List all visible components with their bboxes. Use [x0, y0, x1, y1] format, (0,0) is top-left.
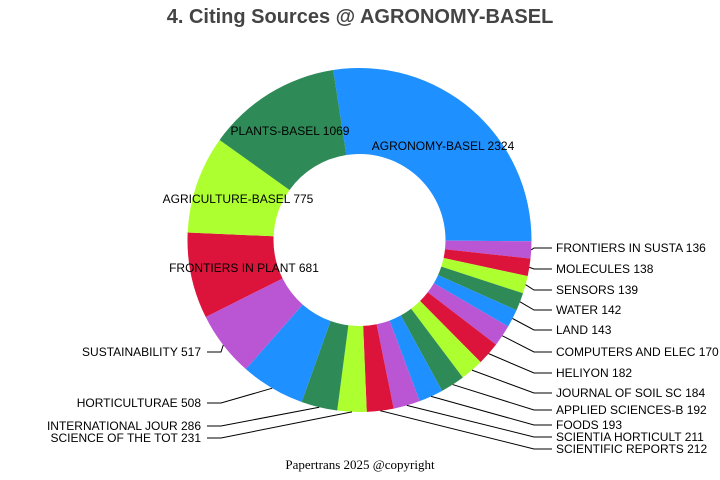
slice-journal-of-soil-sc — [411, 301, 481, 378]
slice-agronomy-basel — [333, 67, 532, 242]
slice-label: LAND 143 — [556, 323, 612, 337]
slice-foods — [389, 315, 443, 402]
copyright-footer: Papertrans 2025 @copyright — [285, 457, 435, 472]
slice-horticulturae — [245, 304, 331, 402]
slice-applied-sciences-b — [400, 308, 463, 391]
slice-label: SCIENCE OF THE TOT 231 — [51, 431, 202, 445]
slice-frontiers-in-susta — [444, 240, 532, 259]
leader-line — [471, 369, 552, 394]
slice-computers-and-elec — [427, 283, 509, 345]
slice-label: SUSTAINABILITY 517 — [82, 345, 201, 359]
slice-label: SCIENTIA HORTICULT 211 — [556, 430, 704, 444]
slice-label: PLANTS-BASEL 1069 — [231, 124, 350, 138]
chart-title: 4. Citing Sources @ AGRONOMY-BASEL — [166, 6, 554, 28]
slice-scientific-reports — [363, 324, 394, 412]
leader-line — [207, 387, 273, 404]
leader-line — [512, 318, 552, 331]
leader-line — [207, 344, 224, 353]
slice-molecules — [443, 249, 531, 277]
leader-line — [430, 395, 552, 426]
slice-label: SCIENTIFIC REPORTS 212 — [556, 442, 707, 456]
slice-label: HELIYON 182 — [556, 366, 632, 380]
slice-land — [433, 275, 517, 327]
slice-label: WATER 142 — [556, 303, 622, 317]
slice-label: COMPUTERS AND ELEC 170 — [556, 345, 719, 359]
slice-heliyon — [420, 292, 497, 363]
leader-line — [380, 410, 552, 450]
leader-line — [406, 404, 552, 438]
leader-line — [207, 406, 320, 427]
leader-line — [502, 335, 552, 353]
slice-label: FRONTIERS IN PLANT 681 — [169, 261, 319, 275]
leader-line — [519, 301, 552, 311]
slice-label: APPLIED SCIENCES-B 192 — [556, 403, 707, 417]
slice-label: FRONTIERS IN SUSTA 136 — [556, 241, 706, 255]
slice-agriculture-basel — [187, 139, 290, 237]
slice-plants-basel — [219, 70, 347, 190]
slice-label: FOODS 193 — [556, 418, 622, 432]
slice-sustainability — [205, 278, 303, 370]
slice-label: AGRONOMY-BASEL 2324 — [372, 139, 515, 153]
leader-line — [488, 353, 552, 374]
slice-labels: AGRONOMY-BASEL 2324 FRONTIERS IN SUSTA 13… — [47, 124, 719, 456]
slice-label: INTERNATIONAL JOUR 286 — [47, 419, 201, 433]
leader-line — [529, 266, 552, 270]
slice-label: SENSORS 139 — [556, 283, 638, 297]
slice-science-of-the-tot — [337, 325, 367, 412]
leader-lines — [207, 247, 552, 450]
leader-line — [530, 247, 552, 251]
slice-sensors — [441, 258, 528, 294]
leader-line — [525, 284, 552, 291]
leader-line — [452, 384, 552, 411]
donut-slices — [187, 67, 532, 412]
slice-label: JOURNAL OF SOIL SC 184 — [556, 386, 705, 400]
slice-label: AGRICULTURE-BASEL 775 — [163, 192, 314, 206]
slice-label: HORTICULTURAE 508 — [77, 396, 202, 410]
slice-scientia-horticult — [376, 320, 420, 409]
slice-water — [438, 266, 524, 311]
leader-line — [207, 411, 353, 439]
slice-label: MOLECULES 138 — [556, 262, 654, 276]
slice-frontiers-in-plant — [187, 232, 283, 317]
slice-international-jour — [301, 320, 349, 411]
